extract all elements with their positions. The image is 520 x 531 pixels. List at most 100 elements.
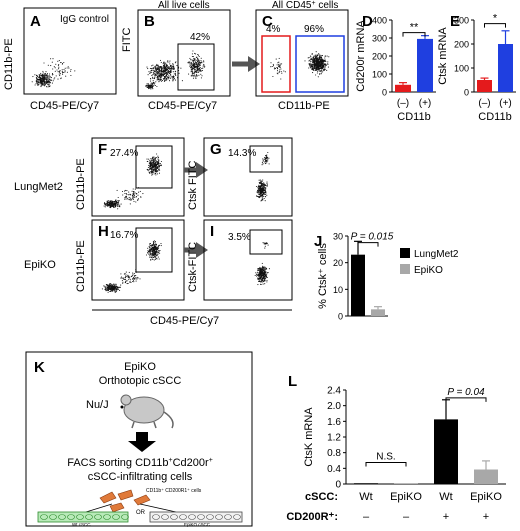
scatter-dot — [318, 56, 321, 58]
scatter-dot — [279, 63, 281, 65]
scatter-dot — [110, 288, 112, 290]
scatter-dot — [70, 74, 72, 77]
scatter-dot — [131, 275, 133, 277]
bar — [395, 84, 411, 92]
scatter-dot — [191, 66, 193, 68]
scatter-dot — [125, 280, 127, 282]
scatter-dot — [118, 202, 120, 204]
scatter-dot — [132, 278, 134, 280]
scatter-dot — [259, 270, 261, 272]
scatter-dot — [320, 67, 322, 69]
scatter-dot — [148, 253, 150, 255]
bar-chart-J: 0 10 20 30 % Ctsk⁺ cells P = 0.015 LungMet2 Epi… — [317, 232, 459, 322]
scatter-dot — [112, 288, 114, 290]
scatter-dot — [41, 84, 43, 86]
scatter-dot — [150, 168, 152, 170]
scatter-dot — [180, 67, 182, 69]
scatter-dot — [311, 66, 313, 68]
scatter-dot — [108, 199, 110, 202]
panel-F: F 27.4% CD11b-PE — [75, 137, 185, 217]
scatter-dot — [156, 258, 158, 260]
scatter-dot — [154, 240, 157, 243]
scatter-dots-F — [103, 153, 162, 210]
scatter-dot — [42, 70, 44, 72]
scatter-dot — [156, 68, 158, 70]
scatter-dot — [261, 268, 264, 270]
schematic-line2: Orthotopic cSCC — [99, 375, 182, 387]
scatter-dot — [157, 67, 159, 69]
scatter-dot — [60, 61, 62, 64]
scatter-dot — [152, 80, 154, 82]
scatter-dot — [165, 75, 167, 77]
scatter-dot — [155, 164, 158, 166]
scatter-dot — [51, 61, 53, 63]
scatter-dot — [276, 67, 279, 69]
ylabel-B: FITC — [121, 28, 133, 52]
scatter-dot — [315, 59, 317, 61]
scatter-dot — [189, 57, 191, 59]
scatter-dot — [154, 242, 156, 244]
scatter-dot — [149, 86, 151, 88]
scatter-dot — [129, 197, 131, 199]
panel-K: K EpiKO Orthotopic cSCC Nu/J FACS sortin… — [25, 351, 253, 527]
dish-cell — [40, 514, 48, 520]
bar-chart-D: 0 100 200 300 400 Cd200r mRNA (–) (+) CD11b ** — [355, 16, 436, 123]
scatter-dot — [258, 272, 260, 274]
scatter-dot — [108, 285, 110, 287]
scatter-dot — [312, 57, 314, 59]
scatter-dot — [114, 290, 116, 292]
scatter-dot — [322, 63, 324, 65]
scatter-dot — [47, 76, 49, 78]
scatter-dot — [108, 284, 110, 286]
scatter-dot — [263, 274, 265, 276]
scatter-dot — [55, 63, 57, 65]
scatter-dot — [193, 57, 195, 59]
scatter-dot — [64, 71, 66, 73]
scatter-dot — [152, 88, 154, 90]
scatter-dot — [262, 185, 265, 187]
scatter-dot — [111, 201, 113, 203]
scatter-dot — [132, 276, 135, 278]
scatter-dot — [308, 59, 310, 61]
bar — [477, 80, 492, 92]
scatter-dot — [110, 290, 112, 292]
scatter-dot — [268, 268, 270, 270]
scatter-dot — [150, 171, 152, 173]
scatter-dot — [173, 68, 175, 70]
scatter-dot — [124, 198, 126, 201]
scatter-dot — [74, 70, 76, 72]
scatter-dot — [315, 54, 317, 56]
scatter-dot — [132, 279, 135, 281]
scatter-dot — [152, 166, 154, 168]
scatter-dot — [275, 58, 277, 60]
scatter-dot — [157, 74, 159, 76]
scatter-dot — [150, 253, 152, 255]
or-label: OR — [136, 510, 146, 516]
scatter-dot — [264, 278, 266, 280]
scatter-dot — [153, 156, 155, 158]
scatter-dot — [173, 73, 175, 75]
scatter-dot — [263, 183, 265, 185]
scatter-dot — [173, 78, 175, 80]
p-bracket — [445, 397, 487, 402]
scatter-dot — [154, 161, 156, 163]
scatter-dot — [57, 71, 59, 73]
panel-D: D 0 100 200 300 400 Cd200r mRNA (–) (+) CD11b ** — [355, 13, 436, 123]
scatter-dot — [313, 66, 315, 69]
scatter-dot — [262, 179, 264, 181]
scatter-dot — [201, 67, 203, 70]
scatter-dot — [261, 199, 263, 201]
scatter-dot — [173, 77, 176, 79]
scatter-dot — [259, 187, 261, 189]
scatter-dot — [126, 196, 128, 198]
scatter-dot — [150, 86, 152, 88]
scatter-dot — [157, 158, 159, 160]
scatter-dot — [192, 70, 194, 72]
scatter-dot — [259, 266, 261, 268]
scatter-dots-B — [145, 50, 206, 90]
scatter-dot — [49, 82, 52, 84]
scatter-dot — [267, 158, 269, 160]
scatter-dot — [262, 265, 264, 267]
scatter-dot — [151, 254, 153, 256]
xlabel-B: CD45-PE/Cy7 — [148, 100, 217, 112]
